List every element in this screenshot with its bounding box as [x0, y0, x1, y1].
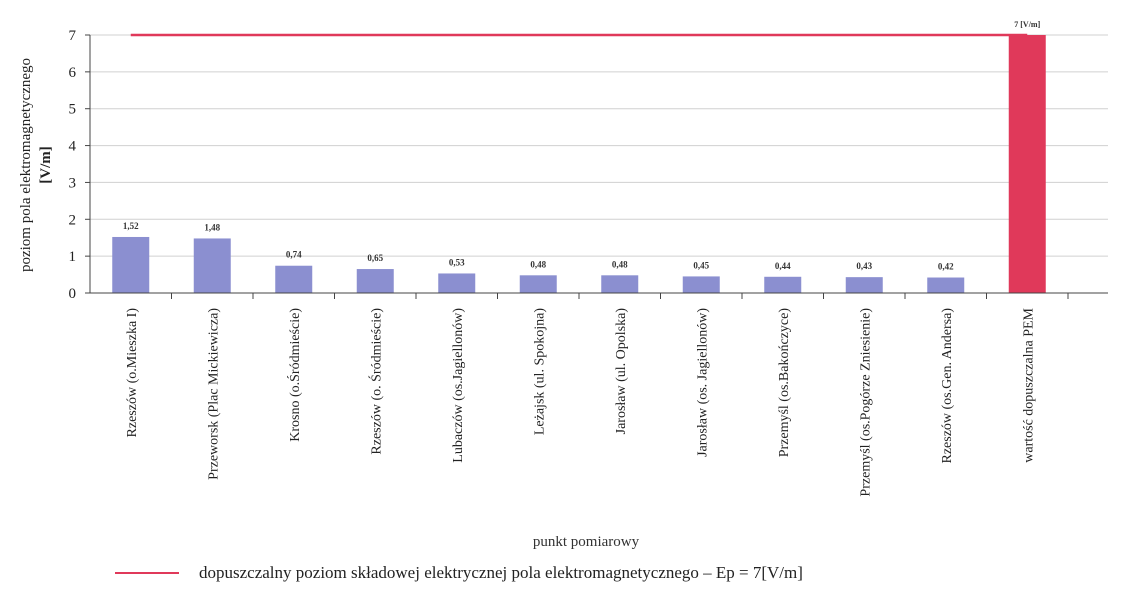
x-tick-label: Jarosław (os. Jagiellonów)	[695, 308, 710, 457]
y-tick-label: 7	[69, 28, 77, 44]
data-label: 0,53	[449, 257, 465, 267]
data-label: 0,44	[775, 261, 791, 271]
x-tick-label: Rzeszów (o.Mieszka I)	[125, 308, 140, 438]
y-tick-label: 4	[69, 139, 77, 155]
legend-line-swatch	[115, 572, 179, 574]
bar	[519, 275, 557, 293]
bar	[438, 273, 476, 293]
gridlines	[90, 34, 1108, 257]
axes	[89, 35, 1108, 294]
x-tick-label: Przemyśl (os.Bakończyce)	[777, 308, 792, 458]
y-tick-label: 1	[69, 249, 77, 265]
x-tick-label: Przeworsk (Plac Mickiewicza)	[206, 308, 221, 480]
y-axis-label-unit: [V/m]	[38, 146, 54, 184]
x-tick-label: Rzeszów (o. Śródmieście)	[367, 308, 384, 455]
x-tick-label: Jarosław (ul. Opolska)	[614, 308, 629, 435]
x-tick-label: Krosno (o.Śródmieście)	[286, 308, 303, 442]
x-axis-label: punkt pomiarowy	[533, 534, 640, 550]
data-label: 0,48	[530, 259, 546, 269]
data-label: 1,48	[204, 222, 220, 232]
y-axis-ticks: 0 1 2 3 4 5 6 7	[69, 28, 90, 302]
bar	[845, 277, 883, 293]
data-label: 0,65	[367, 253, 383, 263]
chart: 0 1 2 3 4 5 6 7 1,52 1,48 0,74 0,65 0,53 0,48 0,48 0,4…	[18, 20, 1108, 550]
y-tick-label: 0	[69, 286, 77, 302]
y-tick-label: 3	[69, 175, 77, 191]
legend-entry: dopuszczalny poziom składowej elektryczn…	[199, 563, 803, 582]
bar	[682, 276, 720, 293]
legend: dopuszczalny poziom składowej elektryczn…	[115, 563, 803, 583]
bar	[601, 275, 639, 293]
data-label: 7 [V/m]	[1014, 20, 1040, 29]
bar	[356, 269, 394, 293]
bar	[927, 277, 965, 293]
bar	[275, 265, 313, 293]
x-tick-label: Lubaczów (os.Jagiellonów)	[451, 308, 466, 463]
x-tick-label: Rzeszów (os.Gen. Andersa)	[940, 308, 955, 464]
bar	[193, 238, 231, 293]
data-label: 0,48	[612, 259, 628, 269]
data-label: 0,43	[856, 261, 872, 271]
x-tick-label: Przemyśl (os.Pogórze Zniesienie)	[858, 308, 873, 497]
x-tick-label: Leżajsk (ul. Spokojna)	[532, 308, 547, 435]
data-label: 0,74	[286, 250, 302, 260]
x-axis-tick-labels: Rzeszów (o.Mieszka I) Przeworsk (Plac Mic…	[125, 293, 1069, 497]
y-axis-label: poziom pola elektromagnetycznego [V/m]	[18, 58, 54, 272]
y-tick-label: 5	[69, 102, 77, 118]
data-label: 0,45	[693, 260, 709, 270]
y-tick-label: 6	[69, 65, 77, 81]
limit-bar	[1008, 35, 1046, 293]
data-label: 1,52	[123, 221, 139, 231]
y-axis-label-line: poziom pola elektromagnetycznego	[18, 58, 34, 272]
data-label: 0,42	[938, 262, 954, 272]
bar	[112, 236, 150, 293]
y-tick-label: 2	[69, 212, 77, 228]
data-labels: 1,52 1,48 0,74 0,65 0,53 0,48 0,48 0,45 0,44 0,43…	[123, 20, 1041, 272]
bar	[764, 276, 802, 293]
x-tick-label: wartość dopuszczalna PEM	[1021, 307, 1036, 462]
bars	[112, 35, 1046, 293]
